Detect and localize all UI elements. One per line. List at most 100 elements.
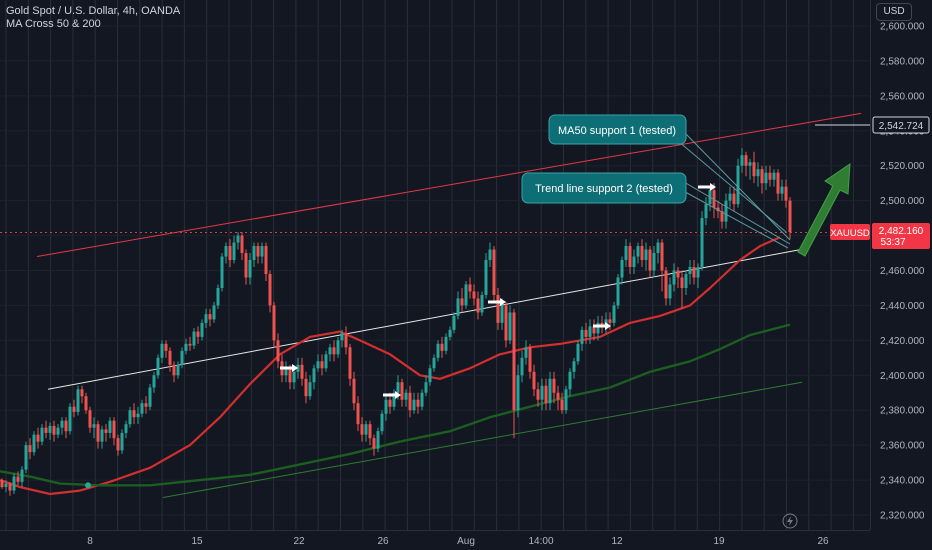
candle (272, 301, 276, 348)
candle (628, 242, 632, 274)
candle (740, 148, 744, 173)
candle (760, 165, 764, 194)
candle (236, 232, 240, 250)
candle (104, 424, 108, 442)
candle (428, 364, 432, 386)
y-tick-label: 2,320.000 (880, 511, 925, 522)
candle (132, 403, 136, 425)
candle (420, 389, 424, 411)
arrow-marker-icon (593, 322, 611, 330)
candle (492, 246, 496, 302)
candle (160, 340, 164, 364)
x-tick-label: 12 (611, 536, 623, 547)
candle (352, 371, 356, 411)
candle (140, 399, 144, 418)
candle (408, 385, 412, 418)
cross-dot-icon (85, 482, 91, 489)
candle (392, 389, 396, 411)
candle (632, 249, 636, 274)
candle (532, 364, 536, 397)
candle (100, 425, 104, 449)
lightning-icon[interactable] (782, 513, 798, 529)
candle (328, 343, 332, 362)
x-tick-label: 15 (191, 536, 203, 547)
candle (80, 385, 84, 404)
x-tick-label: Aug (457, 536, 475, 547)
y-tick-label: 2,520.000 (880, 161, 925, 172)
candle (704, 197, 708, 226)
candle (4, 480, 8, 493)
candle (568, 368, 572, 397)
candle (20, 466, 24, 488)
candle (480, 291, 484, 316)
x-tick-label: 8 (87, 536, 93, 547)
x-tick-label: 14:00 (528, 536, 553, 547)
candle (168, 347, 172, 372)
candle (48, 422, 52, 440)
candle (596, 315, 600, 341)
candle (648, 246, 652, 278)
candle (36, 427, 40, 449)
candle (496, 287, 500, 330)
candle (68, 403, 72, 435)
candle (748, 158, 752, 180)
currency-button[interactable]: USD (876, 3, 912, 21)
candle (172, 361, 176, 383)
candle (376, 427, 380, 453)
target-price-label: 2,542.724 (879, 121, 924, 132)
candle (412, 392, 416, 414)
candle (644, 242, 648, 271)
trend-callout[interactable]: Trend line support 2 (tested) (521, 172, 791, 249)
candle (40, 424, 44, 446)
candle (360, 417, 364, 442)
candle (300, 357, 304, 386)
candle (320, 354, 324, 376)
x-tick-label: 22 (293, 536, 305, 547)
candle (484, 253, 488, 299)
last-price-tag: 2,482.160 53:37 (872, 223, 930, 249)
candle (588, 319, 592, 344)
candle (776, 169, 780, 201)
candle (92, 417, 96, 439)
indicator-label[interactable]: MA Cross 50 & 200 (6, 18, 101, 30)
candle (44, 420, 48, 439)
ma50-callout-label: MA50 support 1 (tested) (558, 125, 676, 137)
candle (8, 481, 12, 496)
candle (244, 249, 248, 285)
candle (652, 246, 656, 278)
countdown-label: 53:37 (880, 237, 905, 248)
candle (664, 267, 668, 306)
candle (256, 242, 260, 264)
candle (200, 319, 204, 341)
y-tick-label: 2,500.000 (880, 196, 925, 207)
y-tick-label: 2,360.000 (880, 441, 925, 452)
candle (444, 333, 448, 355)
candle (608, 312, 612, 330)
candle (332, 340, 336, 362)
candle (616, 273, 620, 309)
candle (536, 382, 540, 407)
trendline-lower-channel[interactable] (162, 381, 803, 499)
candle (680, 270, 684, 309)
arrow-marker-icon (383, 391, 401, 399)
candle (720, 204, 724, 229)
candle (560, 392, 564, 414)
y-tick-label: 2,400.000 (880, 371, 925, 382)
candle (220, 253, 224, 292)
candle (212, 301, 216, 323)
arrow-up-icon (797, 163, 851, 257)
candle (12, 473, 16, 495)
y-tick-label: 2,600.000 (880, 22, 925, 33)
candle (784, 179, 788, 208)
trendline-upper-channel[interactable] (36, 112, 862, 258)
candle (32, 431, 36, 456)
candle (116, 434, 120, 456)
candle (764, 165, 768, 191)
candle (316, 354, 320, 372)
ma50-callout[interactable]: MA50 support 1 (tested) (548, 114, 791, 241)
candle (612, 301, 616, 327)
candle (312, 364, 316, 390)
candle (520, 350, 524, 383)
candle (372, 434, 376, 456)
